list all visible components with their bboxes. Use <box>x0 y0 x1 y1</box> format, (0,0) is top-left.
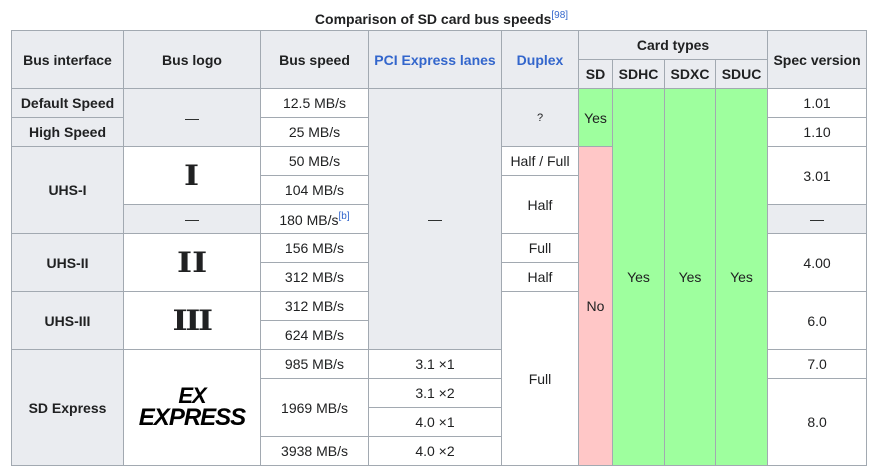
uhs-1-logo: I <box>123 146 261 205</box>
spec-version-cell: 8.0 <box>767 378 868 466</box>
pcie-lanes-link[interactable]: PCI Express lanes <box>374 51 496 68</box>
interface-uhs-1: UHS-I <box>11 146 124 234</box>
speed-cell: 180 MB/s[b] <box>260 204 369 234</box>
bus-speed-table: Bus interface Bus logo Bus speed PCI Exp… <box>11 30 868 466</box>
header-spec-version: Spec version <box>767 30 868 89</box>
speed-cell: 985 MB/s <box>260 349 369 379</box>
speed-cell: 104 MB/s <box>260 175 369 205</box>
caption-title: Comparison of SD card bus speeds <box>314 11 552 27</box>
spec-version-cell: — <box>767 204 868 234</box>
header-bus-logo: Bus logo <box>123 30 261 89</box>
duplex-half: Half <box>501 262 579 292</box>
duplex-link[interactable]: Duplex <box>516 51 564 68</box>
speed-cell: 624 MB/s <box>260 320 369 350</box>
speed-footnote-link[interactable]: [b] <box>338 210 350 222</box>
sdxc-support: Yes <box>664 88 716 466</box>
header-bus-interface: Bus interface <box>11 30 124 89</box>
interface-default-speed: Default Speed <box>11 88 124 118</box>
interface-sd-express: SD Express <box>11 349 124 466</box>
sd-support-yes: Yes <box>578 88 613 147</box>
spec-version-cell: 1.01 <box>767 88 868 118</box>
speed-cell: 50 MB/s <box>260 146 369 176</box>
header-sd: SD <box>578 59 613 89</box>
uhs-1-logo-glyph: I <box>184 159 200 192</box>
spec-version-cell: 6.0 <box>767 291 868 350</box>
duplex-unknown: ? <box>501 88 579 147</box>
pcie-none: — <box>368 88 502 350</box>
duplex-half-full: Half / Full <box>501 146 579 176</box>
logo-default-dash: — <box>123 88 261 147</box>
duplex-full: Full <box>501 291 579 466</box>
sd-express-logo-mark: EX EXPRESS <box>138 382 246 431</box>
sdhc-support: Yes <box>612 88 665 466</box>
header-duplex: Duplex <box>501 30 579 89</box>
interface-high-speed: High Speed <box>11 117 124 147</box>
speed-cell: 312 MB/s <box>260 262 369 292</box>
caption-reference-link[interactable]: [98] <box>551 10 569 21</box>
header-bus-speed: Bus speed <box>260 30 369 89</box>
pcie-cell: 3.1 ×1 <box>368 349 502 379</box>
interface-uhs-3: UHS-III <box>11 291 124 350</box>
speed-cell: 12.5 MB/s <box>260 88 369 118</box>
header-sdxc: SDXC <box>664 59 716 89</box>
uhs-2-logo: II <box>123 233 261 292</box>
uhs-3-logo-glyph: III <box>172 304 214 337</box>
table-caption: Comparison of SD card bus speeds[98] <box>0 0 883 30</box>
header-sdhc: SDHC <box>612 59 665 89</box>
interface-uhs-2: UHS-II <box>11 233 124 292</box>
spec-version-cell: 4.00 <box>767 233 868 292</box>
speed-cell: 156 MB/s <box>260 233 369 263</box>
speed-cell: 3938 MB/s <box>260 436 369 466</box>
spec-version-cell: 1.10 <box>767 117 868 147</box>
speed-cell: 1969 MB/s <box>260 378 369 437</box>
speed-value: 180 MB/s <box>279 211 339 228</box>
speed-cell: 312 MB/s <box>260 291 369 321</box>
uhs-2-logo-glyph: II <box>176 246 208 279</box>
sd-express-logo-express: EXPRESS <box>138 403 246 431</box>
sd-express-logo: EX EXPRESS <box>123 349 261 466</box>
header-card-types: Card types <box>577 30 769 60</box>
duplex-half: Half <box>501 175 579 234</box>
sd-support-no: No <box>578 146 613 466</box>
speed-cell: 25 MB/s <box>260 117 369 147</box>
header-sduc: SDUC <box>714 59 769 89</box>
spec-version-cell: 7.0 <box>767 349 868 379</box>
duplex-full: Full <box>501 233 579 263</box>
sduc-support: Yes <box>714 88 769 466</box>
pcie-cell: 3.1 ×2 <box>368 378 502 408</box>
logo-180-dash: — <box>123 204 261 234</box>
sd-express-logo-ex: EX <box>178 382 206 408</box>
header-pcie-lanes: PCI Express lanes <box>368 30 502 89</box>
spec-version-cell: 3.01 <box>767 146 868 205</box>
pcie-cell: 4.0 ×1 <box>368 407 502 437</box>
uhs-3-logo: III <box>123 291 261 350</box>
pcie-cell: 4.0 ×2 <box>368 436 502 466</box>
